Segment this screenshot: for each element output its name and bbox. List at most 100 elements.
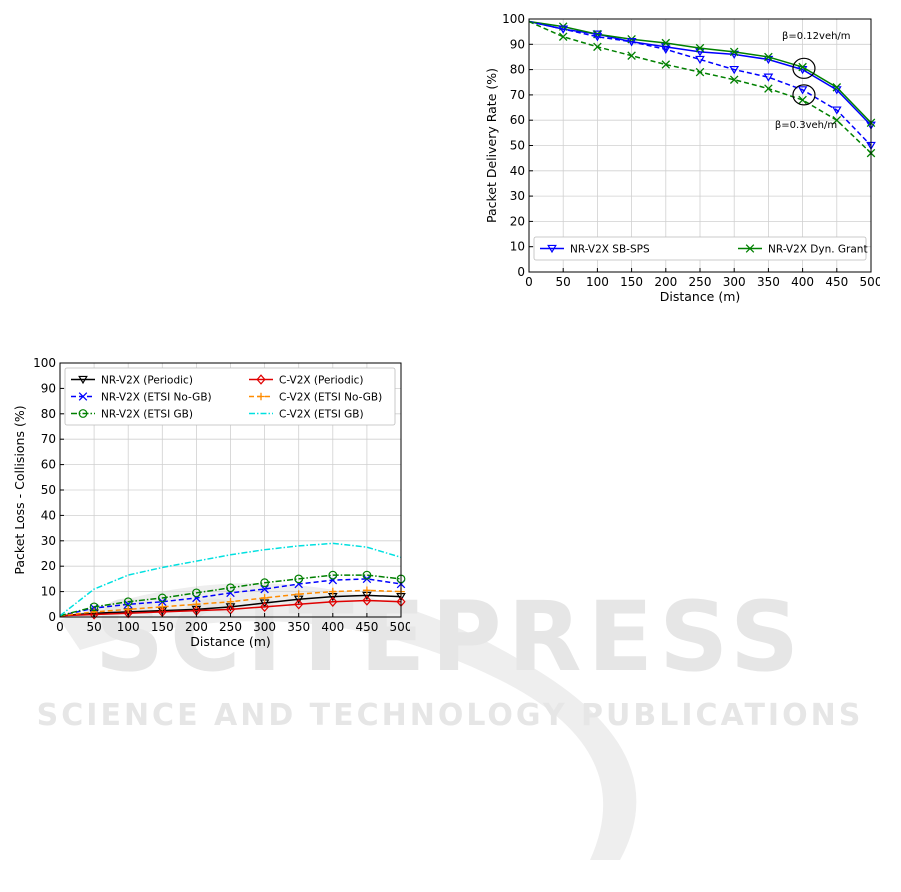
data-point-legend xyxy=(78,375,88,385)
x-tick-label: 300 xyxy=(723,275,746,289)
annotation-label: β=0.3veh/m xyxy=(775,120,837,131)
x-tick-label: 200 xyxy=(185,620,208,634)
y-tick-label: 80 xyxy=(510,63,525,77)
y-tick-label: 0 xyxy=(517,265,525,279)
y-tick-label: 70 xyxy=(510,88,525,102)
series xyxy=(59,542,406,620)
x-tick-label: 150 xyxy=(151,620,174,634)
series-nr-v2x-periodic xyxy=(59,591,406,618)
y-tick-label: 90 xyxy=(510,37,525,51)
data-point-3 xyxy=(626,38,637,47)
data-point-8 xyxy=(328,570,338,580)
watermark-swoosh xyxy=(60,583,637,860)
y-tick-label: 30 xyxy=(41,534,56,548)
x-tick-label: 500 xyxy=(390,620,410,634)
data-point-7 xyxy=(294,599,304,610)
data-point-5 xyxy=(695,55,705,65)
series-line xyxy=(528,20,872,147)
y-tick-label: 100 xyxy=(33,356,56,370)
data-point-9 xyxy=(832,83,842,92)
data-point-5 xyxy=(226,583,235,593)
y-tick-label: 10 xyxy=(510,240,525,254)
data-point-7 xyxy=(764,52,773,62)
series xyxy=(528,20,876,158)
data-point-3 xyxy=(157,593,167,603)
x-tick-label: 300 xyxy=(253,620,276,634)
data-point-legend xyxy=(745,244,755,253)
x-tick-label: 50 xyxy=(86,620,101,634)
x-tick-label: 150 xyxy=(620,275,643,289)
series-0000ff-dashed xyxy=(528,20,876,151)
y-tick-label: 20 xyxy=(510,214,525,228)
legend-label: NR-V2X SB-SPS xyxy=(570,244,650,256)
data-point-8 xyxy=(798,95,807,105)
data-point-legend xyxy=(78,409,88,418)
y-tick-label: 20 xyxy=(41,559,56,573)
data-point-1 xyxy=(89,609,99,620)
legend: NR-V2X (Periodic) C-V2X (Periodic) NR-V2X … xyxy=(64,367,396,426)
y-tick-label: 40 xyxy=(510,164,525,178)
legend-label: C-V2X (ETSI No-GB) xyxy=(279,392,382,404)
data-point-7 xyxy=(294,574,304,584)
legend-entry-nr-v2x-sb-sps: NR-V2X SB-SPS xyxy=(540,244,650,256)
data-point-6 xyxy=(260,584,269,594)
y-tick-label: 100 xyxy=(502,12,525,26)
data-point-7 xyxy=(294,590,303,598)
data-point-4 xyxy=(661,60,671,69)
axes: 0 50 100 150 200 250 300 350 400 450 500 0 10 20 30 40 5… xyxy=(12,356,410,649)
data-point-6 xyxy=(260,578,270,588)
data-point-5 xyxy=(695,43,705,53)
data-point-4 xyxy=(192,600,201,609)
x-tick-label: 250 xyxy=(689,275,712,289)
legend-entry-nr-v2x-periodic: NR-V2X (Periodic) xyxy=(71,375,193,387)
data-point-2 xyxy=(123,597,133,607)
data-point-5 xyxy=(695,67,705,77)
data-point-1 xyxy=(558,25,569,34)
series-line xyxy=(59,542,402,617)
data-point-6 xyxy=(260,594,269,602)
data-point-9 xyxy=(362,570,372,580)
legend-box xyxy=(64,367,396,426)
legend-entry-nr-v2x-etsi-no-gb: NR-V2X (ETSI No-GB) xyxy=(71,392,212,404)
data-point-3 xyxy=(158,603,167,611)
legend-entry-c-v2x-etsi-no-gb: C-V2X (ETSI No-GB) xyxy=(249,392,382,404)
y-axis-label: Packet Delivery Rate (%) xyxy=(484,68,499,223)
data-point-9 xyxy=(831,106,842,115)
watermark-title: SCITEPRESS xyxy=(95,581,805,693)
data-point-2 xyxy=(592,33,603,42)
x-tick-label: 400 xyxy=(321,620,344,634)
data-point-8 xyxy=(797,86,808,95)
y-tick-label: 40 xyxy=(41,508,56,522)
y-tick-label: 60 xyxy=(510,113,525,127)
packet-delivery-rate-chart: 0 50 100 150 200 250 300 350 400 450 500 0 10 20 30 40 5… xyxy=(484,12,880,304)
series-line xyxy=(59,574,402,617)
legend-entry-nr-v2x-etsi-gb: NR-V2X (ETSI GB) xyxy=(71,409,193,421)
legend-box xyxy=(533,236,867,261)
data-point-4 xyxy=(660,45,671,54)
x-tick-label: 0 xyxy=(525,275,533,289)
series-008000-dashed xyxy=(528,20,876,158)
y-tick-label: 50 xyxy=(41,483,56,497)
data-point-7 xyxy=(764,84,773,93)
data-point-legend xyxy=(547,244,557,254)
scitepress-watermark: SCITEPRESS SCIENCE AND TECHNOLOGY PUBLIC… xyxy=(37,581,860,860)
data-point-legend xyxy=(256,374,266,385)
series-nr-v2x-etsi-gb xyxy=(59,570,406,617)
data-point-7 xyxy=(763,73,774,82)
x-tick-label: 0 xyxy=(56,620,64,634)
data-point-2 xyxy=(593,42,602,52)
x-axis-label: Distance (m) xyxy=(660,289,741,304)
series-line xyxy=(528,20,872,126)
data-point-legend xyxy=(257,392,265,401)
legend-label: NR-V2X (Periodic) xyxy=(101,375,193,387)
legend-entry-c-v2x-etsi-gb: C-V2X (ETSI GB) xyxy=(249,409,364,421)
legend-label: NR-V2X (ETSI GB) xyxy=(101,409,193,421)
x-tick-label: 450 xyxy=(825,275,848,289)
x-axis-label: Distance (m) xyxy=(190,634,271,649)
x-tick-label: 50 xyxy=(556,275,571,289)
y-tick-label: 80 xyxy=(41,407,56,421)
y-tick-label: 0 xyxy=(48,610,56,624)
legend-label: NR-V2X Dyn. Grant xyxy=(768,244,868,256)
data-point-6 xyxy=(259,601,270,613)
legend-entry-c-v2x-periodic: C-V2X (Periodic) xyxy=(249,374,364,387)
